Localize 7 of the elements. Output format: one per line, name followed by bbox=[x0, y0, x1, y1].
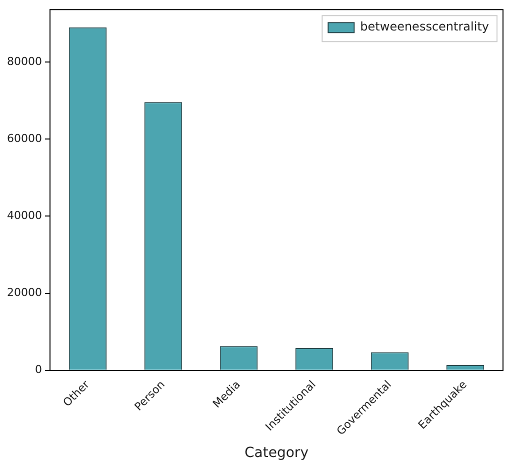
y-tick-label: 0 bbox=[34, 363, 42, 376]
x-axis-title: Category bbox=[244, 445, 308, 462]
y-tick-label: 20000 bbox=[6, 286, 42, 300]
y-tick-label: 40000 bbox=[6, 209, 42, 222]
y-tick-label: 80000 bbox=[6, 54, 42, 68]
legend-label: betweenesscentrality bbox=[360, 20, 490, 34]
y-tick-label: 60000 bbox=[6, 132, 42, 145]
